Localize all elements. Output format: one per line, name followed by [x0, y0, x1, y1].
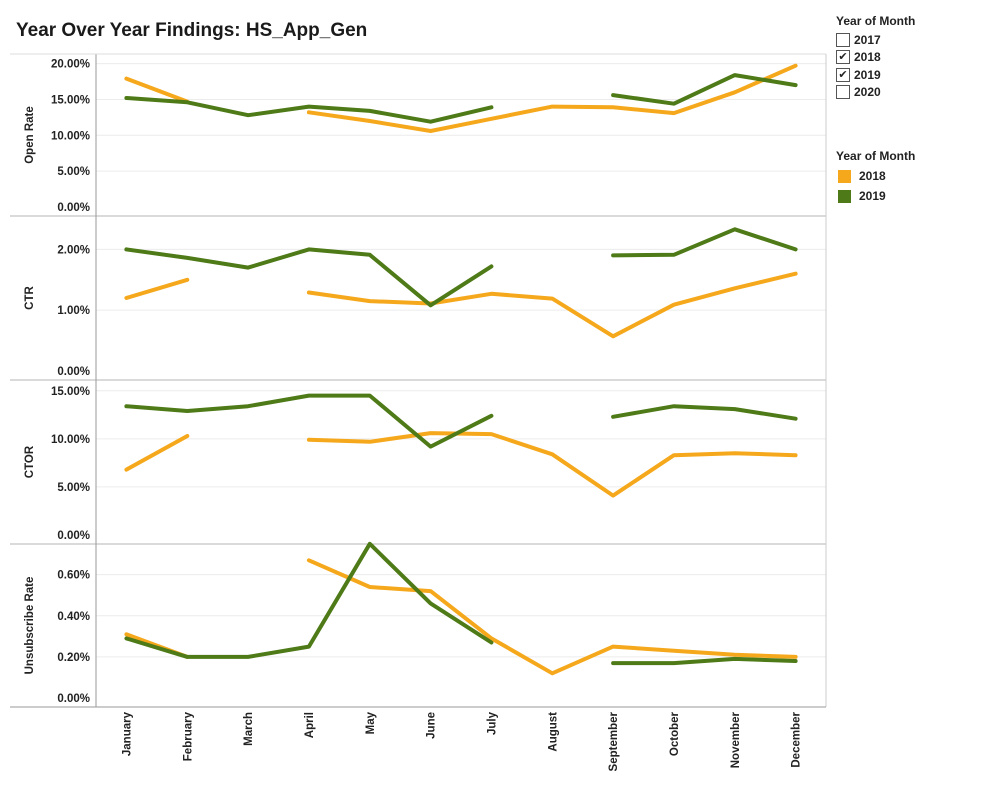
filter-item-label: 2020	[854, 85, 881, 100]
series-line-2018	[124, 76, 190, 104]
color-legend: Year of Month 2018 2019	[832, 149, 915, 206]
checkbox-empty-icon[interactable]	[836, 85, 850, 100]
series-line-2019	[124, 393, 494, 449]
x-tick-label: June	[426, 712, 438, 739]
filter-title: Year of Month	[836, 14, 916, 28]
y-tick-label: 2.00%	[57, 244, 90, 256]
x-tick-label: April	[304, 712, 316, 738]
y-tick-label: 0.00%	[57, 366, 90, 378]
y-tick-label: 5.00%	[57, 166, 90, 178]
legend-item-2019: 2019	[838, 186, 915, 206]
x-tick-label: September	[608, 711, 620, 771]
legend-item-2018: 2018	[838, 166, 915, 186]
x-tick-label: August	[547, 712, 559, 752]
checkbox-checked-icon[interactable]: ✔	[836, 50, 850, 65]
y-tick-label: 10.00%	[51, 434, 90, 446]
series-line-2018	[306, 558, 798, 676]
chart: 0.00% 5.00% 10.00% 15.00% 20.00% Open Rate 0.0…	[10, 53, 827, 771]
x-tick-label: December	[791, 711, 803, 767]
filter-item-2019[interactable]: ✔ 2019	[836, 66, 915, 84]
legend-swatch	[838, 189, 851, 203]
series-line-2019	[124, 247, 494, 308]
legend-item-label: 2018	[859, 169, 886, 183]
legend-title: Year of Month	[836, 149, 916, 163]
checkbox-empty-icon[interactable]	[836, 32, 850, 47]
y-tick-label: 1.00%	[57, 305, 90, 317]
y-tick-label: 0.40%	[57, 611, 90, 623]
year-filter: Year of Month 2017 ✔ 2018 ✔ 2019 2020	[832, 14, 915, 101]
y-tick-label: 0.00%	[57, 202, 90, 214]
series-line-2018	[124, 277, 190, 300]
series-line-2018	[306, 271, 798, 339]
filter-item-label: 2017	[854, 32, 881, 47]
legend-swatch	[838, 169, 851, 183]
x-tick-label: July	[486, 711, 498, 735]
x-tick-label: February	[182, 711, 194, 761]
page-title: Year Over Year Findings: HS_App_Gen	[16, 20, 368, 41]
y-tick-label: 5.00%	[57, 482, 90, 494]
series-line-2018	[124, 434, 190, 472]
y-tick-label: 0.60%	[57, 570, 90, 582]
legend-item-label: 2019	[859, 189, 886, 203]
y-axis-label: Open Rate	[24, 106, 36, 164]
y-axis-label: Unsubscribe Rate	[24, 577, 36, 675]
filter-item-2020[interactable]: 2020	[836, 84, 915, 102]
x-tick-label: January	[121, 711, 133, 756]
y-tick-label: 0.00%	[57, 693, 90, 705]
x-tick-label: May	[365, 711, 377, 734]
y-axis-label: CTR	[24, 285, 36, 309]
y-tick-label: 0.00%	[57, 530, 90, 542]
filter-item-label: 2018	[854, 50, 881, 65]
series-line-2018	[306, 431, 798, 498]
x-tick-label: October	[669, 711, 681, 756]
series-line-2019	[124, 541, 494, 659]
series-line-2019	[124, 96, 494, 124]
filter-item-2017[interactable]: 2017	[836, 31, 915, 49]
series-line-2019	[611, 656, 798, 666]
y-tick-label: 20.00%	[51, 59, 90, 71]
y-tick-label: 15.00%	[51, 386, 90, 398]
x-tick-label: November	[730, 711, 742, 768]
y-tick-label: 0.20%	[57, 652, 90, 664]
y-axis-label: CTOR	[24, 445, 36, 478]
y-tick-label: 15.00%	[51, 94, 90, 106]
series-line-2019	[611, 73, 798, 106]
filter-item-2018[interactable]: ✔ 2018	[836, 49, 915, 67]
series-line-2018	[306, 63, 798, 133]
series-line-2019	[611, 227, 798, 258]
x-tick-label: March	[243, 712, 255, 746]
filter-item-label: 2019	[854, 67, 881, 82]
y-tick-label: 10.00%	[51, 130, 90, 142]
checkbox-checked-icon[interactable]: ✔	[836, 67, 850, 82]
series-line-2019	[611, 404, 798, 421]
